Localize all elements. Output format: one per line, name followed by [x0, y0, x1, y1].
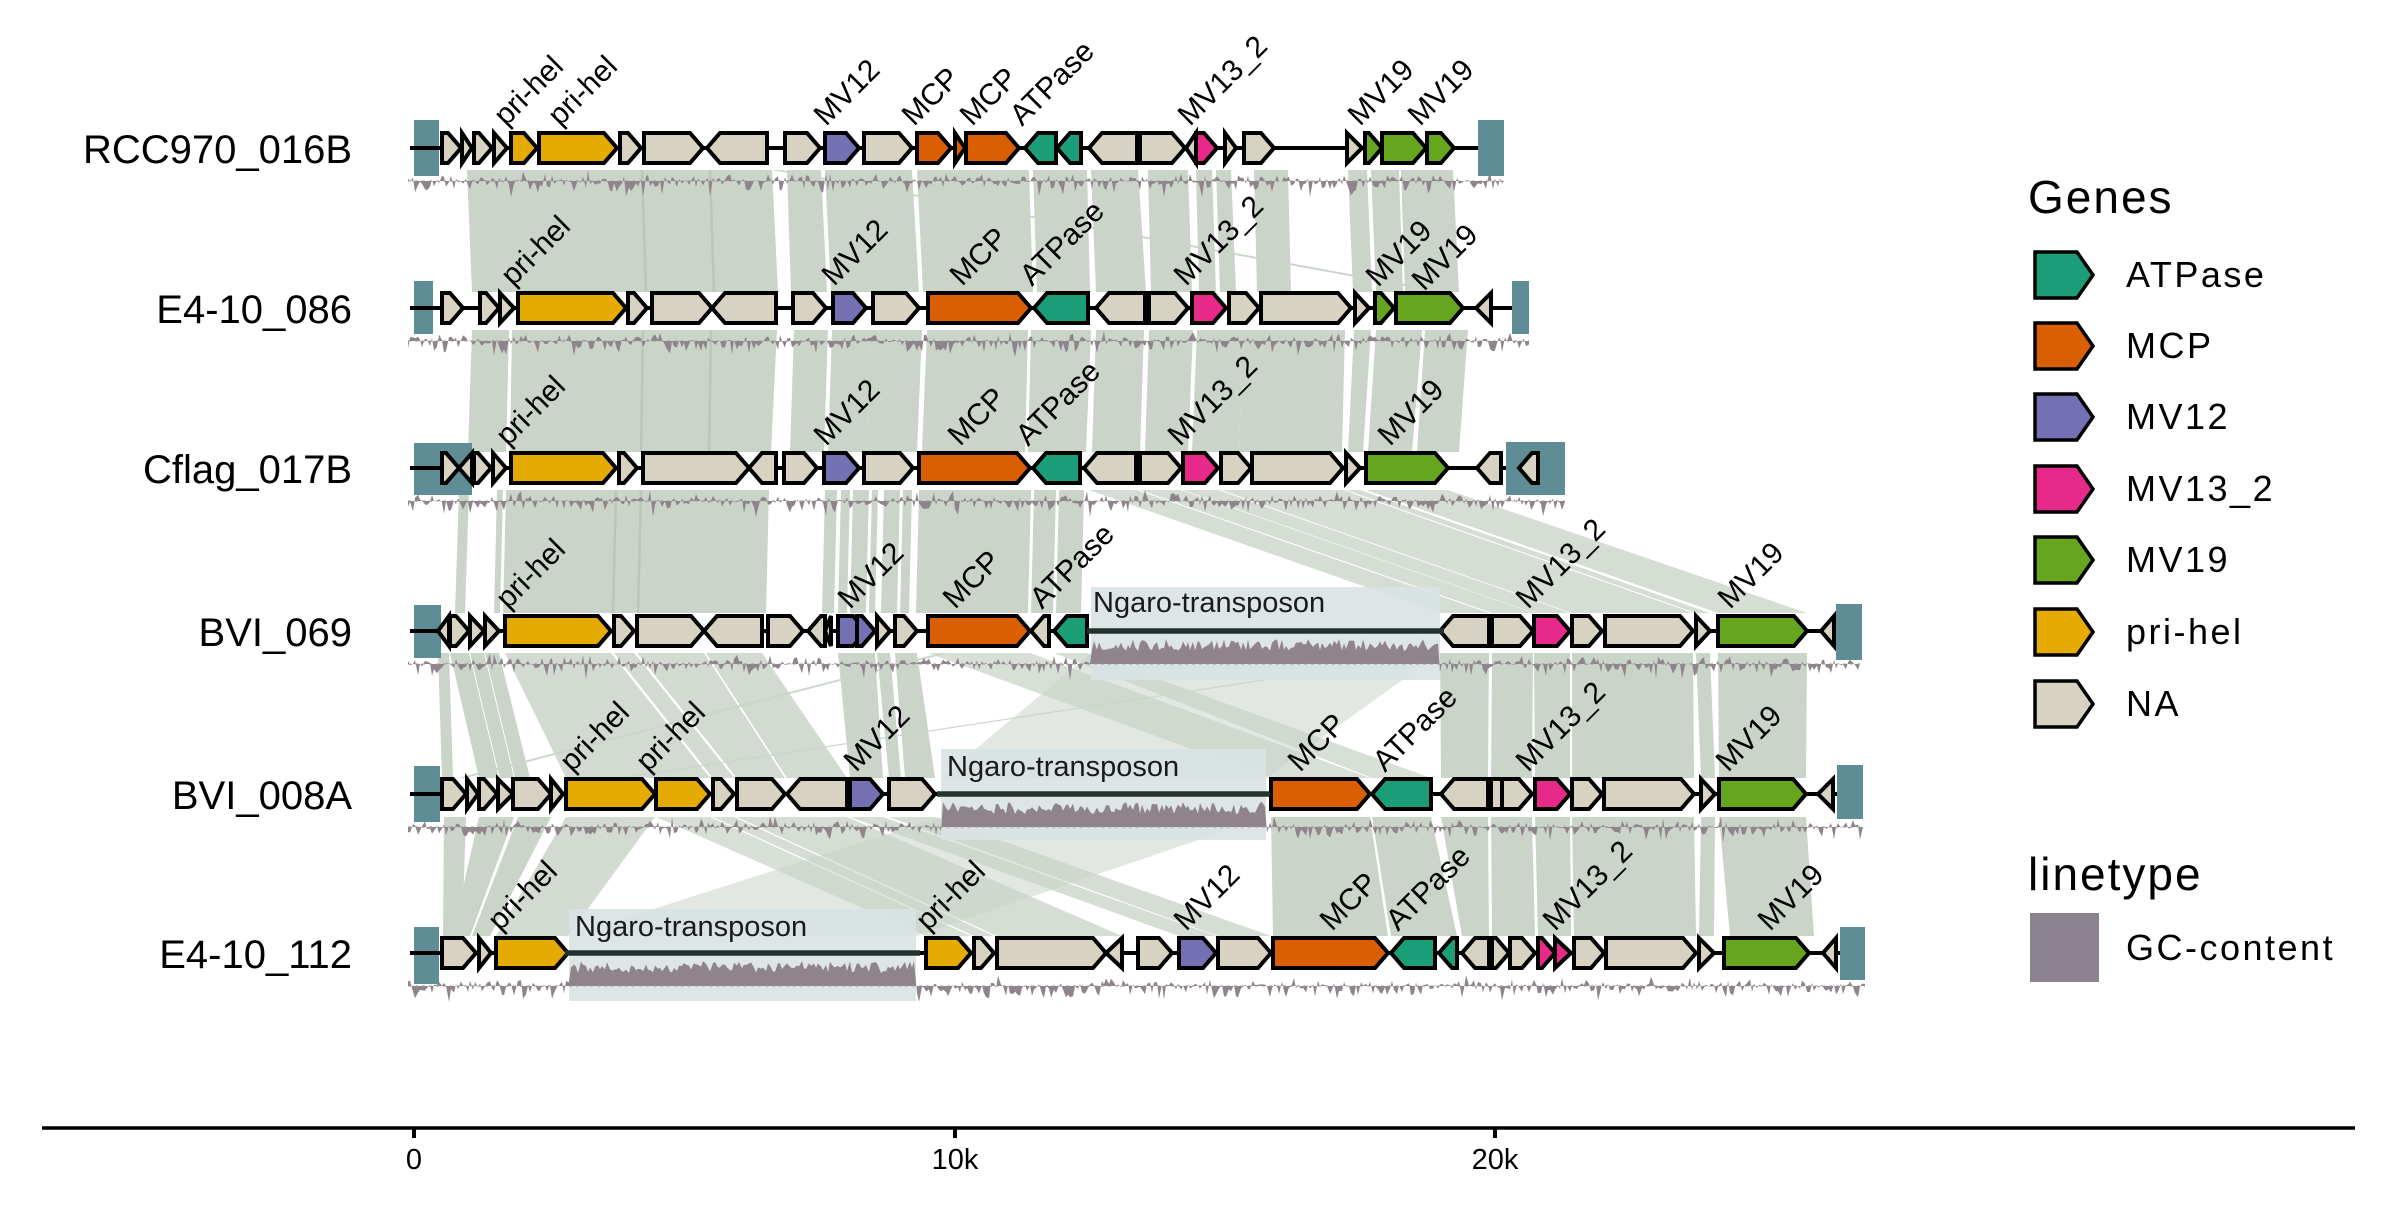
- svg-text:MV19: MV19: [2126, 539, 2230, 580]
- svg-text:MV12: MV12: [2126, 396, 2230, 437]
- svg-text:Ngaro-transposon: Ngaro-transposon: [575, 911, 807, 943]
- svg-text:Ngaro-transposon: Ngaro-transposon: [1093, 587, 1325, 619]
- svg-text:ATPase: ATPase: [2126, 254, 2266, 295]
- svg-text:RCC970_016B: RCC970_016B: [83, 128, 352, 172]
- svg-text:Cflag_017B: Cflag_017B: [143, 448, 352, 492]
- svg-text:BVI_069: BVI_069: [199, 611, 352, 655]
- svg-text:Ngaro-transposon: Ngaro-transposon: [947, 751, 1179, 783]
- svg-text:E4-10_112: E4-10_112: [159, 933, 352, 977]
- svg-text:NA: NA: [2126, 683, 2181, 724]
- svg-text:Genes: Genes: [2028, 171, 2174, 223]
- svg-text:20k: 20k: [1472, 1144, 1519, 1176]
- svg-text:linetype: linetype: [2028, 848, 2203, 900]
- svg-text:MCP: MCP: [2126, 325, 2214, 366]
- svg-text:pri-hel: pri-hel: [2126, 611, 2244, 652]
- svg-text:0: 0: [406, 1144, 422, 1176]
- svg-text:MV13_2: MV13_2: [2126, 468, 2275, 509]
- svg-text:GC-content: GC-content: [2126, 927, 2335, 968]
- svg-text:E4-10_086: E4-10_086: [156, 288, 352, 332]
- svg-text:10k: 10k: [932, 1144, 979, 1176]
- svg-text:BVI_008A: BVI_008A: [172, 774, 352, 818]
